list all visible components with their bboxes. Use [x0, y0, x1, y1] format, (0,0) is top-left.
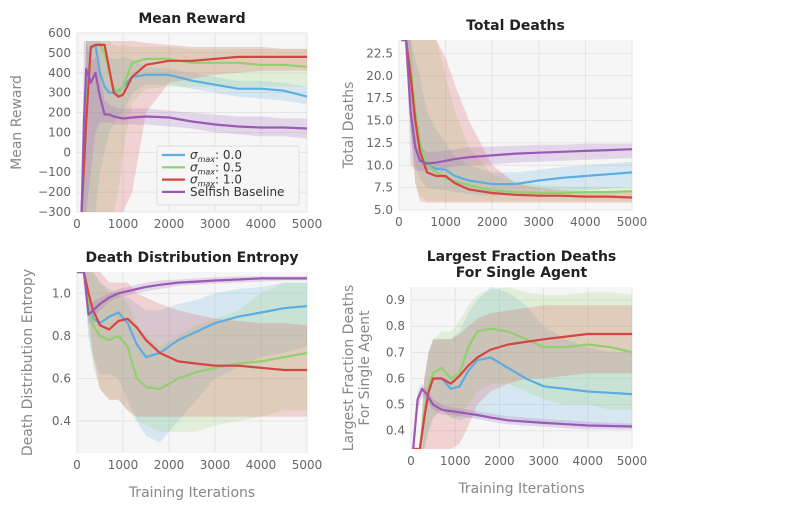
- series-band-2: [81, 41, 307, 212]
- y-tick-label: −300: [38, 205, 71, 219]
- x-tick-label: 0: [395, 215, 403, 229]
- legend-entry-1: σmax: 0.0: [190, 148, 242, 164]
- x-tick-label: 5000: [617, 215, 648, 229]
- y-tick-label: 7.5: [374, 181, 393, 195]
- series-band-3: [401, 40, 632, 203]
- y-tick-label: 200: [48, 106, 71, 120]
- x-tick-label: 5000: [292, 458, 323, 472]
- y-tick-label: −200: [38, 185, 71, 199]
- y-axis-label: Mean Reward: [9, 75, 25, 170]
- series-band-1: [413, 287, 632, 449]
- series-line-4: [80, 67, 307, 212]
- x-tick-label: 3000: [200, 217, 231, 231]
- x-tick-label: 4000: [246, 217, 277, 231]
- x-tick-label: 2000: [477, 215, 508, 229]
- series-line-4: [412, 387, 632, 449]
- x-tick-label: 5000: [617, 454, 648, 468]
- series-line-1: [77, 272, 307, 359]
- y-tick-label: 0.6: [386, 371, 405, 385]
- legend-entry-2: σmax: 0.5: [190, 160, 242, 176]
- x-tick-label: 2000: [154, 458, 185, 472]
- chart-title: Mean Reward: [138, 11, 245, 27]
- y-tick-label: 0.8: [386, 319, 405, 333]
- x-tick-label: 1000: [108, 458, 139, 472]
- y-tick-label: −100: [38, 165, 71, 179]
- series-band-1: [81, 41, 307, 212]
- x-tick-label: 3000: [200, 458, 231, 472]
- x-tick-label: 1000: [440, 454, 471, 468]
- series-line-4: [77, 272, 307, 316]
- y-tick-label: 0: [63, 145, 71, 159]
- x-tick-label: 5000: [292, 217, 323, 231]
- y-tick-label: 0.6: [52, 371, 71, 385]
- x-tick-label: 0: [407, 454, 415, 468]
- y-tick-label: 100: [48, 125, 71, 139]
- series-band-3: [81, 41, 307, 212]
- series-line-2: [77, 272, 307, 391]
- x-tick-label: 1000: [430, 215, 461, 229]
- y-tick-label: 17.5: [366, 91, 393, 105]
- y-tick-label: 20.0: [366, 69, 393, 83]
- y-tick-label: 10.0: [366, 158, 393, 172]
- series-band-2: [413, 287, 632, 449]
- x-tick-label: 2000: [154, 217, 185, 231]
- y-tick-label: 12.5: [366, 136, 393, 150]
- chart-title: Total Deaths: [466, 18, 565, 34]
- y-tick-label: 0.8: [52, 329, 71, 343]
- x-tick-label: 4000: [246, 458, 277, 472]
- series-band-2: [77, 272, 307, 432]
- plot-area: [399, 40, 632, 210]
- y-tick-label: 15.0: [366, 114, 393, 128]
- x-tick-label: 2000: [484, 454, 515, 468]
- legend-box: [156, 145, 300, 206]
- y-tick-label: 0.5: [386, 398, 405, 412]
- y-axis-label: Largest Fraction Deaths: [341, 285, 357, 452]
- x-tick-label: 1000: [108, 217, 139, 231]
- y-tick-label: 0.4: [386, 424, 405, 438]
- x-tick-label: 0: [73, 217, 81, 231]
- x-axis-label: Training Iterations: [128, 485, 255, 501]
- y-tick-label: 1.0: [52, 286, 71, 300]
- y-tick-label: 5.0: [374, 203, 393, 217]
- y-axis-label: Death Distribution Entropy: [20, 269, 36, 456]
- y-tick-label: 300: [48, 86, 71, 100]
- series-line-3: [77, 272, 307, 372]
- x-tick-label: 3000: [528, 454, 559, 468]
- x-tick-label: 4000: [570, 215, 601, 229]
- series-line-3: [401, 40, 632, 199]
- chart-title: Largest Fraction Deaths: [427, 249, 617, 265]
- y-tick-label: 22.5: [366, 46, 393, 60]
- y-tick-label: 0.7: [386, 345, 405, 359]
- y-tick-label: 0.9: [386, 293, 405, 307]
- series-line-3: [80, 43, 307, 212]
- y-axis-label: Total Deaths: [341, 82, 357, 170]
- chart-panel-3: 0 1000 2000 3000 4000 5000 0.4 0.6 0.8 1.0 Death D…: [20, 250, 322, 501]
- x-axis-label: Training Iterations: [457, 481, 584, 497]
- x-tick-label: 0: [73, 458, 81, 472]
- y-tick-label: 400: [48, 66, 71, 80]
- chart-panel-4: 0 1000 2000 3000 4000 5000 0.4 0.5 0.6 0.7 0.8 0.9 L…: [341, 249, 647, 497]
- series-band-2: [401, 40, 632, 202]
- y-tick-label: 0.4: [52, 414, 71, 428]
- series-band-3: [77, 272, 307, 417]
- y-axis-label: For Single Agent: [357, 310, 373, 426]
- x-tick-label: 4000: [573, 454, 604, 468]
- series-line-4: [401, 40, 632, 165]
- legend-entry-4: Selfish Baseline: [190, 185, 284, 199]
- x-tick-label: 3000: [524, 215, 555, 229]
- y-tick-label: 600: [48, 26, 71, 40]
- legend-entry-3: σmax: 1.0: [190, 173, 242, 189]
- chart-title: Death Distribution Entropy: [85, 250, 298, 266]
- series-band-1: [401, 40, 632, 196]
- y-tick-label: 500: [48, 46, 71, 60]
- chart-title: For Single Agent: [456, 265, 588, 281]
- series-band-4: [81, 41, 307, 212]
- chart-panel-2: 0 1000 2000 3000 4000 5000 5.0 7.5 10.0 12.5 15.0 1…: [341, 18, 647, 229]
